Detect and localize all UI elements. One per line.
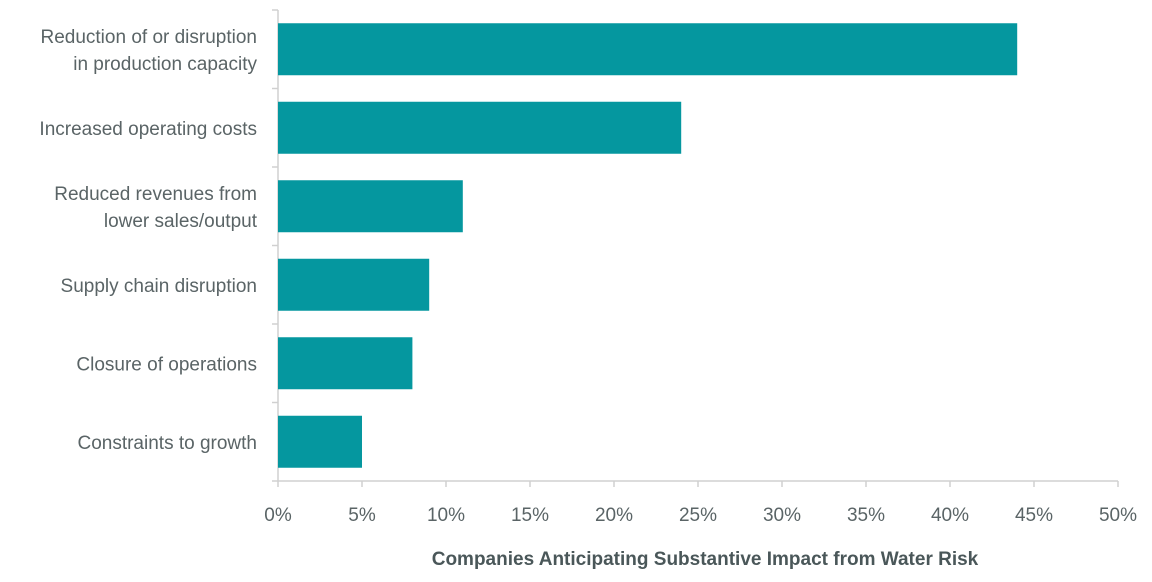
category-label: in production capacity xyxy=(73,54,257,75)
category-label: Reduced revenues from xyxy=(54,184,257,205)
category-label: Supply chain disruption xyxy=(61,276,257,297)
bar xyxy=(278,337,413,390)
category-label: Constraints to growth xyxy=(77,433,257,454)
x-tick-label: 50% xyxy=(1099,505,1137,526)
bar xyxy=(278,180,463,233)
x-tick-label: 45% xyxy=(1015,505,1053,526)
x-tick-label: 40% xyxy=(931,505,969,526)
x-tick-label: 30% xyxy=(763,505,801,526)
bar xyxy=(278,258,430,311)
category-label: Increased operating costs xyxy=(39,119,257,140)
bar xyxy=(278,415,362,468)
category-label: lower sales/output xyxy=(104,211,258,232)
category-label: Reduction of or disruption xyxy=(40,27,257,48)
x-tick-label: 0% xyxy=(264,505,292,526)
x-tick-label: 25% xyxy=(679,505,717,526)
x-tick-label: 35% xyxy=(847,505,885,526)
x-tick-label: 20% xyxy=(595,505,633,526)
category-label: Closure of operations xyxy=(76,354,257,375)
x-tick-label: 5% xyxy=(348,505,376,526)
bar xyxy=(278,101,682,154)
x-tick-label: 10% xyxy=(427,505,465,526)
bar xyxy=(278,23,1018,76)
x-axis-title: Companies Anticipating Substantive Impac… xyxy=(432,549,979,570)
x-tick-label: 15% xyxy=(511,505,549,526)
